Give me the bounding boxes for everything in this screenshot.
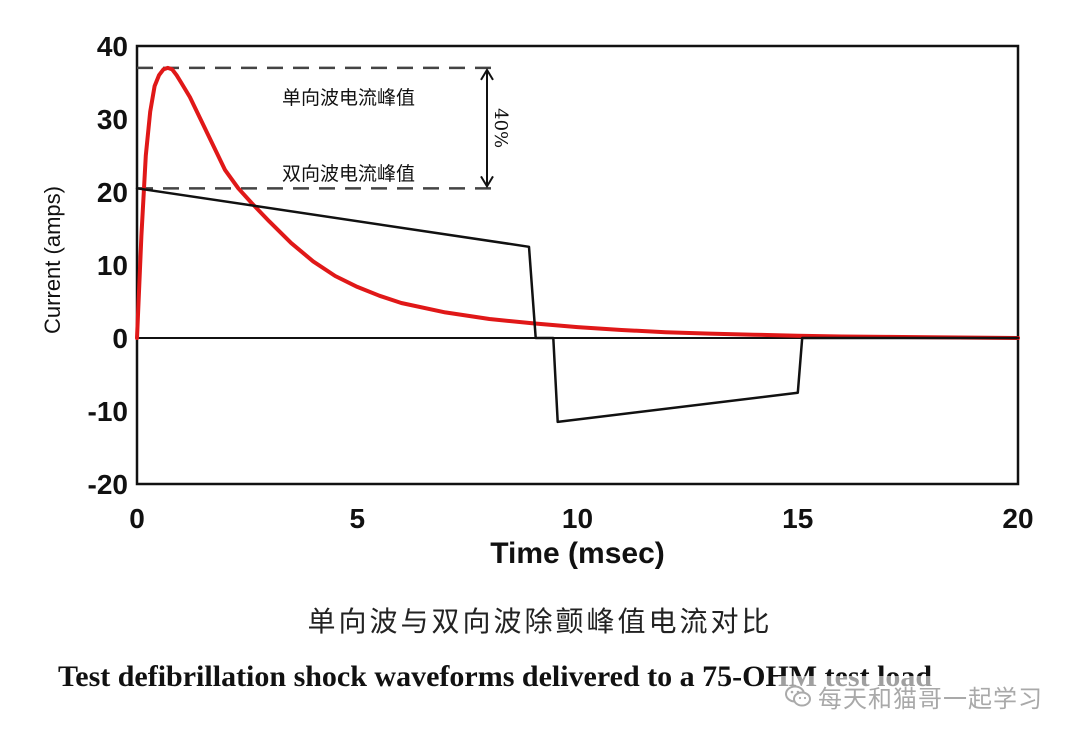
- y-tick-label: 20: [97, 177, 128, 208]
- difference-arrow-bottom: [480, 175, 494, 189]
- y-tick-label: -20: [88, 469, 128, 500]
- x-tick-label: 15: [782, 503, 813, 534]
- y-tick-label: -10: [88, 396, 128, 427]
- y-tick-label: 30: [97, 104, 128, 135]
- difference-arrow-top: [480, 67, 494, 81]
- difference-label: 40%: [490, 108, 511, 148]
- x-axis-title: Time (msec): [490, 537, 665, 570]
- plot-frame: [135, 44, 1020, 486]
- bi-peak-label: 双向波电流峰值: [282, 163, 415, 185]
- mono-peak-label: 单向波电流峰值: [282, 87, 415, 109]
- biphasic-waveform-line: [135, 187, 1020, 424]
- x-tick-label: 5: [349, 503, 365, 534]
- y-axis-title: Current (amps): [40, 186, 65, 334]
- caption-chinese: 单向波与双向波除颤峰值电流对比: [307, 605, 773, 638]
- x-tick-label: 0: [129, 503, 145, 534]
- monophasic-waveform-line: [135, 65, 1020, 340]
- x-tick-label: 20: [1002, 503, 1033, 534]
- watermark-text: 每天和猫哥一起学习: [818, 684, 1043, 713]
- x-tick-label: 10: [562, 503, 593, 534]
- y-tick-label: 40: [97, 31, 128, 62]
- wechat-icon: [785, 685, 811, 707]
- watermark: 每天和猫哥一起学习: [778, 676, 1049, 716]
- y-tick-label: 0: [112, 323, 128, 354]
- y-tick-label: 10: [97, 250, 128, 281]
